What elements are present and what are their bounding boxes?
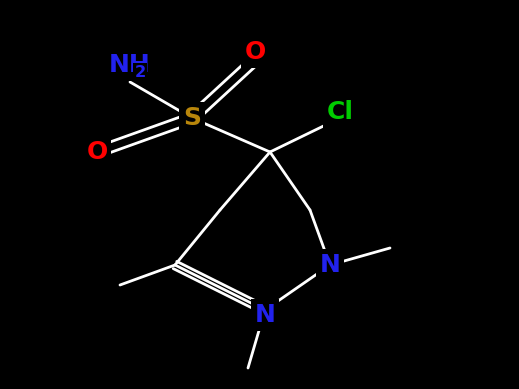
Text: N: N [254, 303, 276, 327]
Text: N: N [320, 253, 340, 277]
Text: S: S [183, 106, 201, 130]
Text: Cl: Cl [326, 100, 353, 124]
Text: O: O [244, 40, 266, 64]
Text: NH: NH [109, 53, 151, 77]
Text: 2: 2 [134, 65, 145, 80]
Text: O: O [86, 140, 107, 164]
